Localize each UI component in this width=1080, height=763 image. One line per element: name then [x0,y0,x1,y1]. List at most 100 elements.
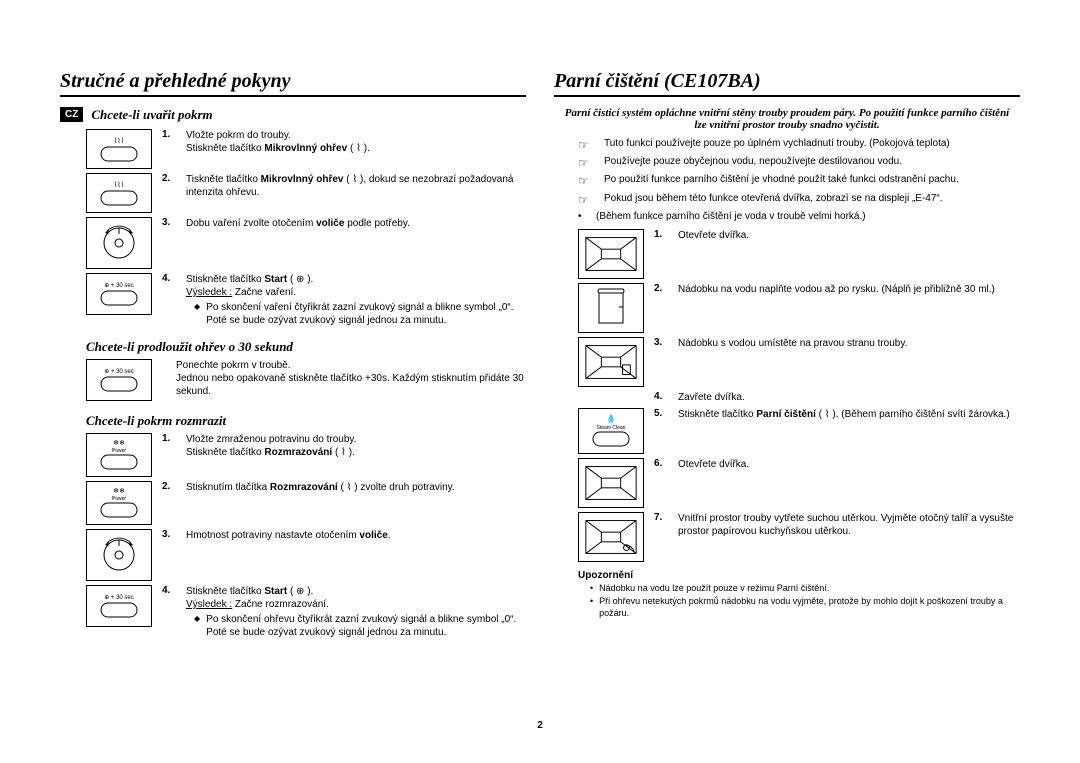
step-number: 2. [654,283,668,294]
intro-text: Parní čisticí systém opláchne vnitřní st… [562,107,1012,131]
pointer-item: ☞Pokud jsou během této funkce otevřená d… [578,192,1012,208]
step-text: Stiskněte tlačítko Start ( ⊕ ). Výsledek… [186,273,526,327]
dial-icon [86,529,152,581]
bullet-icon: • [590,596,593,619]
step-text: Otevřete dvířka. [678,229,1020,242]
two-column-layout: Stručné a přehledné pokyny CZ Chcete-li … [60,70,1020,643]
step-row: ❄❄Power 2. Stisknutím tlačítka Rozmrazov… [86,481,526,525]
pointer-item: ☞Používejte pouze obyčejnou vodu, nepouž… [578,155,1012,171]
notice-list: •Nádobku na vodu lze použít pouze v reži… [590,583,1012,619]
start-button-icon: ⊕ + 30 sec [86,359,152,401]
section3-steps: ❄❄Power 1. Vložte zmraženou potravinu do… [86,433,526,639]
step-row: 💧 Steam Clean 5. Stiskněte tlačítko Parní… [578,408,1020,454]
step-row: 1. Otevřete dvířka. [578,229,1020,279]
step-text: Hmotnost potraviny nastavte otočením vol… [186,529,526,542]
step-row: 2. Nádobku na vodu naplňte vodou až po r… [578,283,1020,333]
step-number: 1. [162,433,176,444]
notice-item: •Při ohřevu netekutých pokrmů nádobku na… [590,596,1012,619]
svg-text:⌇⌇⌇: ⌇⌇⌇ [114,137,124,145]
result-note: ◆ Po skončení ohřevu čtyřikrát zazní zvu… [194,613,526,639]
step-text: Vložte zmraženou potravinu do trouby.Sti… [186,433,526,459]
right-steps: 1. Otevřete dvířka. 2. Nádobku na vodu n… [578,229,1020,562]
oven-interior-icon [578,337,644,387]
step-text: Nádobku na vodu naplňte vodou až po rysk… [678,283,1020,296]
step-text: Nádobku s vodou umístěte na pravou stran… [678,337,1020,350]
section1-header: CZ Chcete-li uvařit pokrm [60,107,526,123]
hand-icon: ☞ [578,173,594,189]
svg-text:⊕ + 30 sec: ⊕ + 30 sec [104,369,134,375]
bullet-icon: • [578,210,586,224]
step-text: Vložte pokrm do trouby.Stiskněte tlačítk… [186,129,526,155]
svg-text:💧: 💧 [606,413,616,423]
dial-icon [86,217,152,269]
hand-icon: ☞ [578,137,594,153]
manual-page: Stručné a přehledné pokyny CZ Chcete-li … [0,0,1080,763]
step-number: 4. [162,585,176,596]
left-title: Stručné a přehledné pokyny [60,70,526,93]
step-text: Stiskněte tlačítko Parní čištění ( ⌇ ). … [678,408,1020,421]
title-rule [60,95,526,97]
paragraph-text: Ponechte pokrm v troubě.Jednou nebo opak… [176,359,526,398]
svg-text:⊕ + 30 sec: ⊕ + 30 sec [104,595,134,601]
step-row: ⌇⌇⌇ 2. Tiskněte tlačítko Mikrovlnný ohře… [86,173,526,213]
step-row: ⊕ + 30 sec 4. Stiskněte tlačítko Start (… [86,273,526,327]
step-row: 4. Zavřete dvířka. [578,391,1020,404]
start-button-icon: ⊕ + 30 sec [86,585,152,627]
step-row: ⊕ + 30 sec 4. Stiskněte tlačítko Start (… [86,585,526,639]
microwave-button-icon: ⌇⌇⌇ [86,129,152,169]
oven-wipe-icon [578,512,644,562]
svg-text:⌇⌇⌇: ⌇⌇⌇ [114,181,124,189]
pointer-item: ☞Po použití funkce parního čištění je vh… [578,173,1012,189]
step-text: Stiskněte tlačítko Start ( ⊕ ). Výsledek… [186,585,526,639]
svg-text:❄❄: ❄❄ [113,487,125,495]
svg-text:Power: Power [112,496,127,502]
step-row: 3. Dobu vaření zvolte otočením voliče po… [86,217,526,269]
step-number: 2. [162,481,176,492]
defrost-button-icon: ❄❄Power [86,433,152,477]
svg-text:❄❄: ❄❄ [113,439,125,447]
step-text: Tiskněte tlačítko Mikrovlnný ohřev ( ⌇ )… [186,173,526,199]
step-number: 3. [162,217,176,228]
step-row: ❄❄Power 1. Vložte zmraženou potravinu do… [86,433,526,477]
step-number: 3. [162,529,176,540]
svg-text:⊕ + 30 sec: ⊕ + 30 sec [104,283,134,289]
bullet-icon: • [590,583,593,595]
step-row: 3. Nádobku s vodou umístěte na pravou st… [578,337,1020,387]
step-number: 2. [162,173,176,184]
water-container-icon [578,283,644,333]
hand-icon: ☞ [578,155,594,171]
step-text: Stisknutím tlačítka Rozmrazování ( ⌇ ) z… [186,481,526,494]
step-text: Vnitřní prostor trouby vytřete suchou ut… [678,512,1020,538]
svg-text:Power: Power [112,448,127,454]
left-column: Stručné a přehledné pokyny CZ Chcete-li … [60,70,526,643]
step-text: Dobu vaření zvolte otočením voliče podle… [186,217,526,230]
step-row: 3. Hmotnost potraviny nastavte otočením … [86,529,526,581]
step-number: 3. [654,337,668,348]
step-row: 6. Otevřete dvířka. [578,458,1020,508]
step-number: 4. [162,273,176,284]
section2-body: ⊕ + 30 sec Ponechte pokrm v troubě.Jedno… [86,359,526,401]
steam-clean-button-icon: 💧 Steam Clean [578,408,644,454]
title-rule [554,95,1020,97]
notice-heading: Upozornění [578,570,1020,581]
step-number: 7. [654,512,668,523]
start-button-icon: ⊕ + 30 sec [86,273,152,315]
defrost-button-icon: ❄❄Power [86,481,152,525]
section2-heading: Chcete-li prodloužit ohřev o 30 sekund [86,339,526,355]
diamond-icon: ◆ [194,301,200,312]
oven-interior-icon [578,458,644,508]
step-number: 1. [654,229,668,240]
page-number: 2 [0,720,1080,731]
step-text: Zavřete dvířka. [678,391,1020,404]
step-number: 5. [654,408,668,419]
oven-interior-icon [578,229,644,279]
hand-icon: ☞ [578,192,594,208]
step-row: 7. Vnitřní prostor trouby vytřete suchou… [578,512,1020,562]
svg-text:Steam Clean: Steam Clean [597,425,626,431]
section1-steps: ⌇⌇⌇ 1. Vložte pokrm do trouby.Stiskněte … [86,129,526,327]
pointer-item: ☞Tuto funkci používejte pouze po úplném … [578,137,1012,153]
step-row: ⌇⌇⌇ 1. Vložte pokrm do trouby.Stiskněte … [86,129,526,169]
language-badge: CZ [60,107,83,122]
right-column: Parní čištění (CE107BA) Parní čisticí sy… [554,70,1020,643]
step-number: 4. [654,391,668,402]
